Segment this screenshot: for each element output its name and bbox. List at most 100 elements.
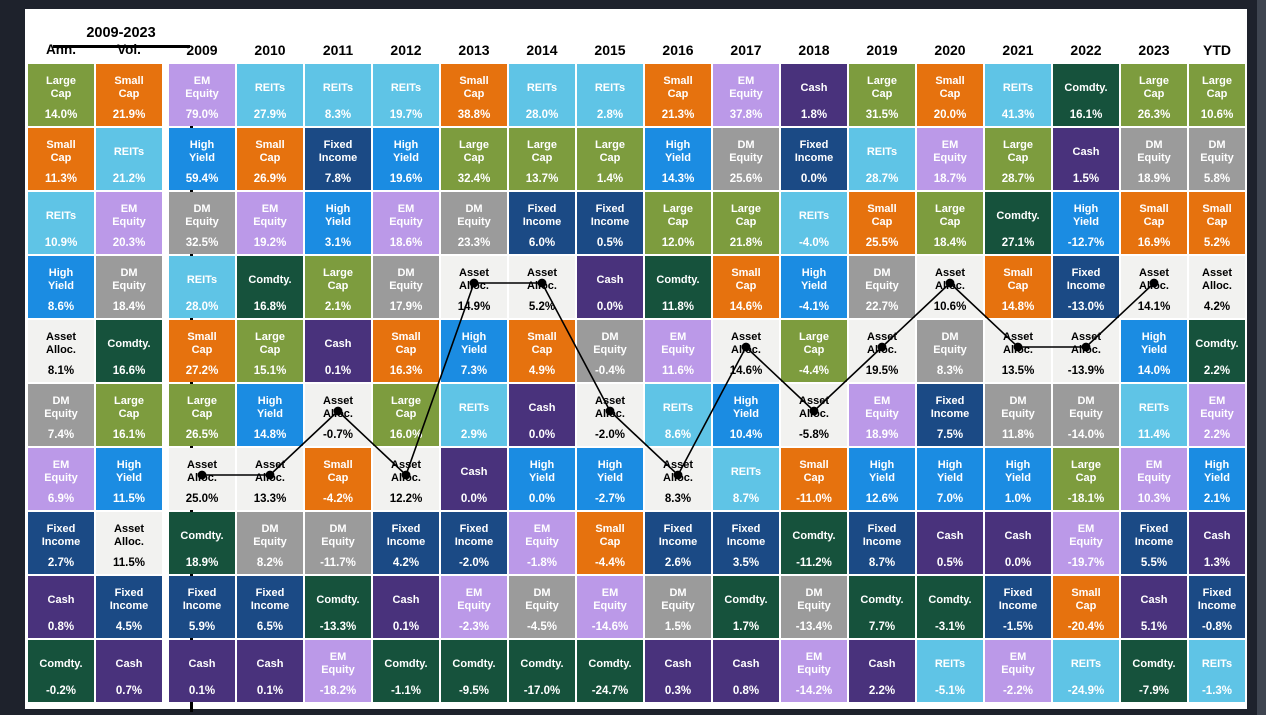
asset-cell-2011-fixed_income: Fixed Income 7.8%	[305, 128, 371, 190]
return-value: 41.3%	[1001, 108, 1035, 121]
return-value: 16.6%	[112, 364, 146, 377]
return-value: 26.5%	[185, 428, 219, 441]
return-value: 38.8%	[457, 108, 491, 121]
asset-cell-2009-asset_alloc: Asset Alloc. 25.0%	[169, 448, 235, 510]
return-value: 25.0%	[185, 492, 219, 505]
return-value: 8.3%	[324, 108, 352, 121]
return-value: 5.2%	[528, 300, 556, 313]
asset-label: High Yield	[1141, 331, 1167, 357]
return-value: 0.5%	[596, 236, 624, 249]
asset-cell-2009-large_cap: Large Cap 26.5%	[169, 384, 235, 446]
asset-cell-2014-em_equity: EM Equity -1.8%	[509, 512, 575, 574]
asset-label: REITs	[186, 273, 218, 286]
return-value: 3.1%	[324, 236, 352, 249]
asset-cell-2023-cash: Cash 5.1%	[1121, 576, 1187, 638]
asset-label: High Yield	[189, 139, 215, 165]
asset-cell-2014-comdty: Comdty. -17.0%	[509, 640, 575, 702]
return-value: 28.7%	[1001, 172, 1035, 185]
return-value: 0.0%	[460, 492, 488, 505]
return-value: 14.6%	[729, 364, 763, 377]
return-value: 7.5%	[936, 428, 964, 441]
return-value: 10.3%	[1137, 492, 1171, 505]
asset-cell-2017-comdty: Comdty. 1.7%	[713, 576, 779, 638]
asset-cell-2018-comdty: Comdty. -11.2%	[781, 512, 847, 574]
asset-label: High Yield	[529, 459, 555, 485]
asset-label: Cash	[1072, 145, 1100, 158]
asset-cell-2012-cash: Cash 0.1%	[373, 576, 439, 638]
asset-label: EM Equity	[389, 203, 423, 229]
return-value: 1.3%	[1203, 556, 1231, 569]
asset-label: Small Cap	[1139, 203, 1169, 229]
asset-label: Asset Alloc.	[114, 523, 144, 549]
return-value: -20.4%	[1067, 620, 1105, 633]
asset-label: DM Equity	[525, 587, 559, 613]
return-value: 16.8%	[253, 300, 287, 313]
asset-cell-2018-asset_alloc: Asset Alloc. -5.8%	[781, 384, 847, 446]
asset-cell-2010-reits: REITs 27.9%	[237, 64, 303, 126]
asset-label: REITs	[594, 81, 626, 94]
asset-cell-2023-high_yield: High Yield 14.0%	[1121, 320, 1187, 382]
return-value: 7.8%	[324, 172, 352, 185]
asset-cell-2019-large_cap: Large Cap 31.5%	[849, 64, 915, 126]
asset-label: Small Cap	[663, 75, 693, 101]
return-value: 11.4%	[1138, 428, 1170, 441]
asset-cell-2016-large_cap: Large Cap 12.0%	[645, 192, 711, 254]
asset-label: Comdty.	[792, 529, 836, 542]
return-value: 18.9%	[865, 428, 899, 441]
return-value: -13.4%	[795, 620, 833, 633]
asset-cell-2016-high_yield: High Yield 14.3%	[645, 128, 711, 190]
asset-cell-ytd-em_equity: EM Equity 2.2%	[1189, 384, 1245, 446]
asset-cell-ann-em_equity: EM Equity 6.9%	[28, 448, 94, 510]
asset-cell-2019-reits: REITs 28.7%	[849, 128, 915, 190]
return-value: 2.2%	[1203, 364, 1231, 377]
return-value: -0.2%	[45, 684, 77, 697]
asset-cell-2015-dm_equity: DM Equity -0.4%	[577, 320, 643, 382]
asset-label: High Yield	[665, 139, 691, 165]
return-value: 11.5%	[113, 556, 145, 569]
asset-cell-2009-reits: REITs 28.0%	[169, 256, 235, 318]
asset-label: Asset Alloc.	[663, 459, 693, 485]
asset-cell-2023-comdty: Comdty. -7.9%	[1121, 640, 1187, 702]
return-value: -7.9%	[1138, 684, 1170, 697]
asset-label: Small Cap	[799, 459, 829, 485]
return-value: 14.0%	[44, 108, 78, 121]
asset-label: DM Equity	[185, 203, 219, 229]
asset-cell-2011-cash: Cash 0.1%	[305, 320, 371, 382]
return-value: 17.9%	[389, 300, 423, 313]
asset-label: Large Cap	[1003, 139, 1033, 165]
asset-cell-2015-large_cap: Large Cap 1.4%	[577, 128, 643, 190]
column-header-2013: 2013	[458, 42, 490, 58]
asset-cell-2017-fixed_income: Fixed Income 3.5%	[713, 512, 779, 574]
return-value: 4.5%	[115, 620, 143, 633]
asset-label: Large Cap	[527, 139, 557, 165]
asset-label: Cash	[1140, 593, 1168, 606]
return-value: -9.5%	[458, 684, 490, 697]
asset-label: High Yield	[393, 139, 419, 165]
asset-cell-2014-dm_equity: DM Equity -4.5%	[509, 576, 575, 638]
return-value: 1.5%	[664, 620, 692, 633]
return-value: 1.0%	[1004, 492, 1032, 505]
asset-label: Comdty.	[39, 657, 83, 670]
asset-cell-2018-dm_equity: DM Equity -13.4%	[781, 576, 847, 638]
asset-cell-2012-large_cap: Large Cap 16.0%	[373, 384, 439, 446]
asset-label: Comdty.	[1195, 337, 1239, 350]
return-value: 11.3%	[45, 172, 77, 185]
return-value: 18.9%	[185, 556, 219, 569]
column-header-vol: Vol.	[117, 42, 141, 57]
asset-cell-ytd-dm_equity: DM Equity 5.8%	[1189, 128, 1245, 190]
asset-label: Large Cap	[323, 267, 353, 293]
return-value: -4.0%	[798, 236, 830, 249]
column-header-2014: 2014	[526, 42, 558, 58]
asset-cell-vol-asset_alloc: Asset Alloc. 11.5%	[96, 512, 162, 574]
right-edge-strip	[1257, 0, 1266, 715]
asset-label: DM Equity	[44, 395, 78, 421]
asset-cell-2023-reits: REITs 11.4%	[1121, 384, 1187, 446]
asset-label: Large Cap	[1071, 459, 1101, 485]
return-value: 8.7%	[868, 556, 896, 569]
asset-cell-2023-fixed_income: Fixed Income 5.5%	[1121, 512, 1187, 574]
asset-cell-2011-large_cap: Large Cap 2.1%	[305, 256, 371, 318]
asset-label: High Yield	[937, 459, 963, 485]
asset-label: Asset Alloc.	[1003, 331, 1033, 357]
return-value: 20.3%	[112, 236, 146, 249]
